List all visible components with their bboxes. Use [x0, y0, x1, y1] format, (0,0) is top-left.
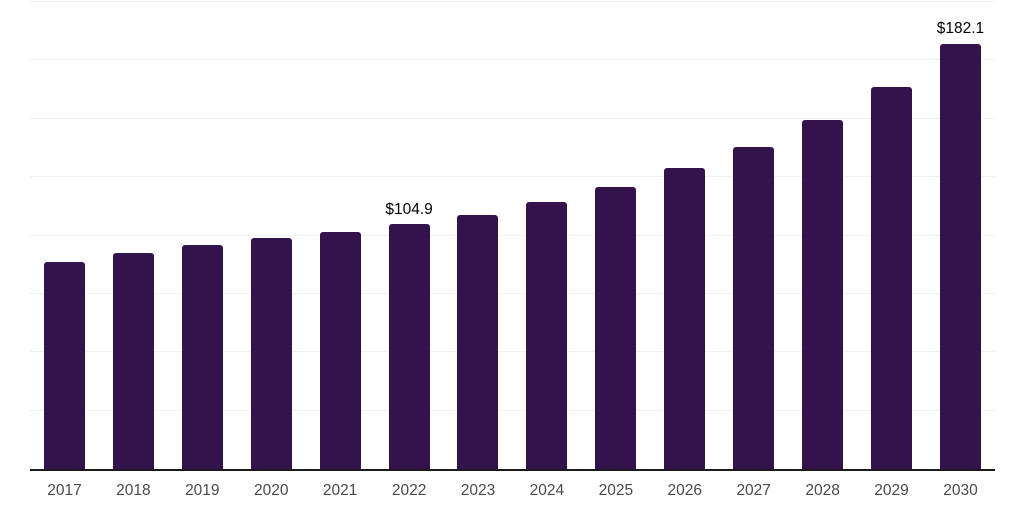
x-tick-label: 2026 — [667, 482, 702, 499]
bar-value-label: $104.9 — [385, 200, 433, 218]
x-tick-label: 2029 — [874, 482, 909, 499]
bars-layer: $104.9 $182.1 — [30, 2, 995, 469]
bar-2023 — [457, 215, 499, 469]
bar-2020 — [250, 238, 292, 469]
bar-2027 — [733, 147, 775, 469]
x-tick-label: 2019 — [185, 482, 220, 499]
x-tick-label: 2024 — [529, 482, 565, 499]
bar-column — [99, 2, 168, 469]
x-tick-label: 2020 — [253, 482, 289, 499]
x-tick-label: 2028 — [805, 482, 840, 499]
bar-column: $104.9 — [375, 2, 444, 469]
gridline — [30, 59, 995, 61]
bar-2025 — [595, 186, 637, 469]
bar-2024 — [526, 201, 568, 469]
bar-column — [857, 2, 926, 469]
bar-2030 — [939, 43, 981, 469]
gridline — [30, 176, 995, 178]
bar-2018 — [112, 253, 154, 469]
bar-2022 — [388, 224, 430, 469]
x-tick-label: 2018 — [116, 482, 151, 499]
bar-2021 — [319, 232, 361, 469]
bar-column: $182.1 — [926, 2, 995, 469]
gridline — [30, 117, 995, 119]
gridline — [30, 292, 995, 294]
gridline — [30, 1, 995, 2]
x-tick-label: 2017 — [47, 482, 82, 499]
x-tick-label: 2022 — [391, 482, 427, 499]
plot-area: $104.9 $182.1 — [30, 1, 995, 471]
x-axis-labels: 2017 2018 2019 2020 2021 2022 2023 2024 2025 2026… — [30, 483, 995, 499]
x-tick-label: 2023 — [460, 482, 496, 499]
bar-column — [30, 2, 99, 469]
x-tick-label: 2027 — [736, 482, 771, 499]
x-tick-label: 2030 — [943, 482, 978, 499]
bar-column — [512, 2, 581, 469]
gridline — [30, 351, 995, 353]
bar-column — [168, 2, 237, 469]
bar-2026 — [664, 167, 706, 469]
bar-column — [444, 2, 513, 469]
bar-value-label: $182.1 — [936, 20, 985, 38]
bar-column — [650, 2, 719, 469]
gridline — [30, 409, 995, 411]
bar-column — [581, 2, 650, 469]
x-tick-label: 2025 — [598, 482, 634, 499]
gridlines — [30, 1, 995, 469]
bar-column — [719, 2, 788, 469]
bar-column — [788, 2, 857, 469]
bar-2029 — [871, 86, 913, 469]
bar-2028 — [802, 119, 844, 469]
bar-2019 — [181, 245, 223, 469]
x-tick-label: 2021 — [322, 482, 358, 499]
bar-column — [237, 2, 306, 469]
bar-2017 — [43, 261, 85, 469]
gridline — [30, 234, 995, 236]
bar-column — [306, 2, 375, 469]
